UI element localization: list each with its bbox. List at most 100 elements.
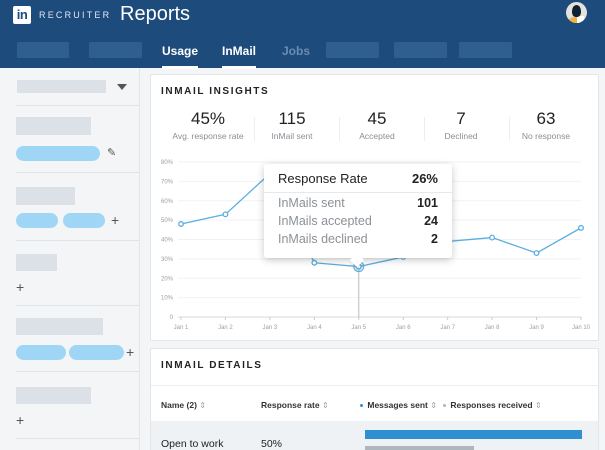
column-header-response-rate[interactable]: Response rate ⇕ [261,400,329,410]
x-tick-label: Jan 9 [529,325,544,331]
nav-tabs: Usage InMail Jobs [0,40,605,69]
x-tick-label: Jan 8 [485,325,500,331]
y-tick-label: 70% [161,179,174,185]
divider [16,305,139,306]
plus-icon[interactable]: + [111,212,120,228]
filter-label-placeholder [16,318,103,335]
x-tick-label: Jan 6 [396,325,411,331]
column-label: Response rate [261,400,320,410]
y-tick-label: 50% [161,218,174,224]
row-response-rate: 50% [261,438,283,450]
divider [16,371,139,372]
stat-accepted: 45 Accepted [334,109,420,141]
tooltip-header: Response Rate 26% [278,171,438,186]
card-title: INMAIL DETAILS [161,360,263,371]
stat-value: 7 [456,109,466,128]
stat-value: 63 [536,109,556,128]
column-header-responses-received[interactable]: Responses received ⇕ [443,400,542,410]
x-tick-label: Jan 5 [351,325,366,331]
filter-sidebar: ✎ + + + + [0,68,140,450]
tooltip-row-label: InMails accepted [278,214,372,228]
tab-usage[interactable]: Usage [162,44,199,69]
divider [16,438,139,439]
brand[interactable]: in RECRUITER [13,6,111,24]
plus-icon[interactable]: + [16,412,25,428]
messages-sent-bar [365,430,582,439]
tooltip-row: InMails accepted 24 [278,214,438,228]
tab-inmail[interactable]: InMail [222,44,257,69]
chart-tooltip: Response Rate 26% InMails sent 101 InMai… [264,164,452,268]
tooltip-row: InMails sent 101 [278,196,438,210]
plus-icon[interactable]: + [16,279,25,295]
filter-chip[interactable] [69,345,124,360]
filter-label-placeholder [16,254,57,271]
caret-down-icon[interactable] [117,84,127,90]
divider [16,240,139,241]
table-row[interactable]: Open to work 50% [151,421,598,450]
stat-value: 115 [278,109,306,128]
x-tick-label: Jan 7 [440,325,455,331]
filter-chip[interactable] [16,213,58,228]
column-header-name[interactable]: Name (2) ⇕ [161,400,206,410]
data-point [578,224,584,231]
series-line [180,172,582,268]
tab-underline [222,66,257,69]
x-tick-label: Jan 10 [572,325,591,331]
x-tick-label: Jan 1 [174,325,189,331]
y-tick-label: 0 [170,315,174,321]
tooltip-row-value: 24 [424,214,438,228]
filter-chip[interactable] [16,345,66,360]
data-point [178,221,184,227]
user-avatar-icon[interactable] [566,2,587,23]
sort-icon[interactable]: ⇕ [430,401,437,410]
y-tick-label: 30% [161,257,174,263]
tooltip-title-value: 26% [411,171,438,186]
x-tick-label: Jan 2 [218,325,233,331]
x-tick-label: Jan 3 [263,325,278,331]
card-title: INMAIL INSIGHTS [161,86,270,97]
tooltip-row: InMails declined 2 [278,232,438,246]
row-name: Open to work [161,438,224,450]
brand-text: RECRUITER [39,10,112,20]
tab-label: Jobs [282,44,311,58]
stat-label: Declined [444,131,478,141]
y-tick-label: 80% [161,160,174,166]
avatar-head [572,5,581,17]
filter-label-placeholder [16,387,91,404]
stat-divider [424,117,425,141]
data-point [222,211,229,218]
nav-tab-placeholder[interactable] [394,42,447,58]
avatar-shoulder [569,17,581,23]
y-tick-label: 40% [161,238,174,244]
nav-tab-placeholder[interactable] [326,42,379,58]
stat-inmail-sent: 115 InMail sent [249,109,335,141]
column-header-messages-sent[interactable]: Messages sent ⇕ [360,400,437,410]
sort-icon[interactable]: ⇕ [199,401,206,410]
y-tick-label: 10% [161,296,174,302]
sort-icon[interactable]: ⇕ [534,401,542,410]
filter-chip[interactable] [63,213,105,228]
y-tick-label: 60% [161,199,174,205]
nav-tab-placeholder[interactable] [17,42,69,58]
tooltip-row-value: 101 [417,196,438,210]
column-label: Name (2) [161,400,197,410]
sort-icon[interactable]: ⇕ [321,401,329,410]
filter-dropdown-placeholder[interactable] [17,80,106,93]
page-title: Reports [120,3,191,25]
stat-declined: 7 Declined [418,109,504,141]
stat-avg-response-rate: 45% Avg. response rate [165,109,251,141]
stat-value: 45% [190,109,226,128]
stat-divider [509,117,510,141]
nav-tab-placeholder[interactable] [89,42,142,58]
pencil-icon[interactable]: ✎ [107,147,117,159]
tab-jobs[interactable]: Jobs [282,44,310,58]
stat-divider [339,117,340,141]
plus-icon[interactable]: + [126,344,135,360]
divider [16,105,139,106]
nav-tab-placeholder[interactable] [459,42,512,58]
filter-chip[interactable] [16,146,100,161]
tab-label: InMail [222,44,257,58]
stat-value: 45 [367,109,387,128]
stats-row: 45% Avg. response rate 115 InMail sent 4… [151,109,603,149]
stat-divider [254,117,255,141]
